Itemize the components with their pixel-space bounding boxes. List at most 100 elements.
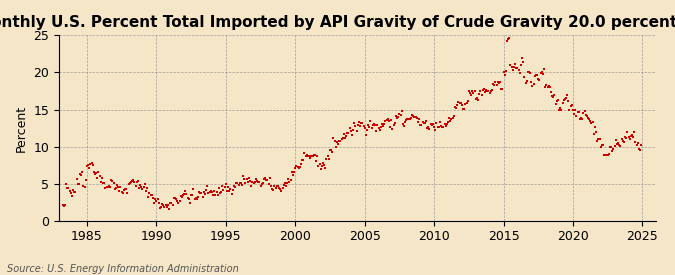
Point [69, 190, 80, 194]
Point [329, 139, 340, 144]
Point [123, 182, 134, 186]
Point [213, 185, 224, 190]
Point [61, 182, 72, 186]
Point [489, 83, 500, 87]
Point [554, 108, 564, 112]
Point [497, 87, 508, 91]
Point [257, 181, 268, 185]
Point [200, 188, 211, 192]
Point [621, 136, 632, 140]
Point [294, 166, 304, 170]
Point [450, 105, 460, 109]
Point [599, 153, 610, 157]
Point [318, 161, 329, 165]
Point [117, 190, 128, 195]
Point [360, 133, 371, 138]
Point [140, 189, 151, 193]
Point [424, 126, 435, 131]
Point [173, 201, 184, 205]
Point [186, 193, 196, 197]
Point [319, 163, 329, 167]
Point [223, 185, 234, 189]
Point [218, 188, 229, 192]
Point [71, 177, 82, 182]
Point [279, 181, 290, 185]
Point [624, 137, 635, 141]
Point [240, 180, 251, 185]
Point [132, 178, 143, 183]
Point [387, 126, 398, 131]
Point [135, 183, 146, 187]
Point [262, 178, 273, 183]
Point [317, 164, 327, 168]
Point [357, 120, 368, 125]
Point [422, 126, 433, 130]
Point [79, 185, 90, 189]
Point [395, 112, 406, 117]
Point [143, 195, 154, 199]
Y-axis label: Percent: Percent [15, 104, 28, 152]
Point [197, 195, 208, 199]
Point [595, 145, 606, 149]
Point [591, 130, 601, 134]
Point [267, 187, 277, 191]
Point [103, 185, 113, 189]
Point [441, 122, 452, 127]
Point [234, 181, 245, 185]
Point [398, 121, 408, 126]
Point [211, 189, 222, 194]
Point [601, 152, 612, 157]
Point [132, 180, 142, 184]
Point [603, 152, 614, 156]
Point [537, 72, 548, 76]
Point [109, 187, 120, 191]
Point [481, 88, 491, 93]
Point [385, 125, 396, 129]
Point [64, 189, 75, 194]
Point [90, 171, 101, 175]
Point [443, 116, 454, 121]
Point [597, 143, 608, 147]
Point [236, 181, 246, 185]
Point [180, 188, 191, 193]
Point [188, 187, 199, 191]
Point [305, 156, 316, 161]
Text: Source: U.S. Energy Information Administration: Source: U.S. Energy Information Administ… [7, 264, 238, 274]
Point [421, 119, 431, 124]
Point [429, 125, 439, 129]
Point [205, 189, 216, 193]
Point [273, 185, 284, 190]
Point [600, 153, 611, 158]
Point [511, 66, 522, 70]
Point [383, 119, 394, 123]
Point [531, 73, 541, 77]
Point [391, 114, 402, 119]
Point [286, 177, 296, 182]
Point [393, 115, 404, 120]
Point [187, 192, 198, 197]
Point [585, 119, 596, 123]
Point [566, 103, 577, 107]
Point [472, 98, 483, 102]
Point [508, 68, 518, 72]
Point [156, 205, 167, 209]
Point [107, 178, 117, 183]
Point [108, 181, 119, 185]
Point [459, 107, 470, 111]
Point [496, 87, 507, 91]
Point [614, 143, 624, 147]
Point [196, 191, 207, 195]
Point [248, 181, 259, 185]
Point [464, 89, 475, 94]
Point [492, 79, 503, 84]
Point [310, 159, 321, 163]
Point [502, 39, 512, 43]
Point [367, 125, 377, 130]
Point [103, 183, 114, 188]
Point [227, 188, 238, 192]
Point [333, 142, 344, 147]
Point [182, 196, 193, 200]
Point [150, 197, 161, 201]
Point [210, 193, 221, 197]
Point [524, 71, 535, 76]
